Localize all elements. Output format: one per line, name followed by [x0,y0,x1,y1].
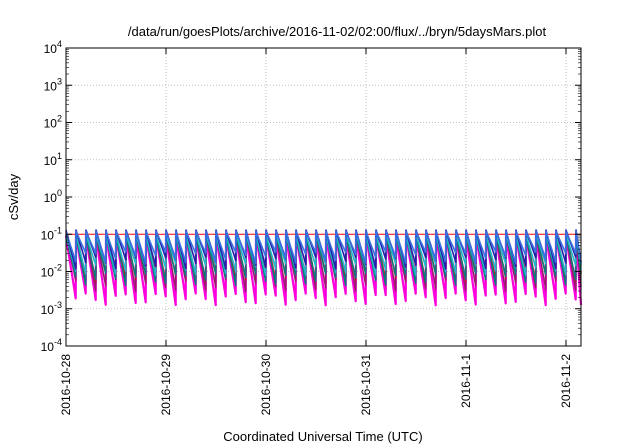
x-tick-label: 2016-10-28 [59,354,73,416]
y-tick-label: 104 [44,39,62,56]
y-tick-label: 10-2 [41,263,62,280]
x-tick-label: 2016-10-30 [259,354,273,416]
series-layer [64,229,583,307]
y-tick-label: 103 [44,76,62,93]
ticks: 10-4 10-3 10-2 10-1 100 101 102 103 104 2016-10-2… [41,39,581,415]
y-tick-label: 102 [44,114,62,131]
x-axis-title: Coordinated Universal Time (UTC) [223,429,422,444]
y-tick-label: 10-3 [41,300,62,317]
y-tick-label: 100 [44,188,62,205]
x-tick-label: 2016-10-31 [359,354,373,416]
chart-title: /data/run/goesPlots/archive/2016-11-02/0… [128,24,547,39]
y-tick-label: 101 [44,151,62,168]
y-tick-label: 10-1 [41,225,62,242]
x-tick-label: 2016-11-2 [559,354,573,408]
grid [66,48,581,346]
y-axis-title: cSv/day [6,173,21,220]
plot-frame [65,47,582,347]
x-tick-label: 2016-10-29 [159,354,173,416]
series-line-7 [65,230,582,265]
y-tick-label: 10-4 [41,337,62,354]
x-tick-label: 2016-11-1 [459,354,473,408]
